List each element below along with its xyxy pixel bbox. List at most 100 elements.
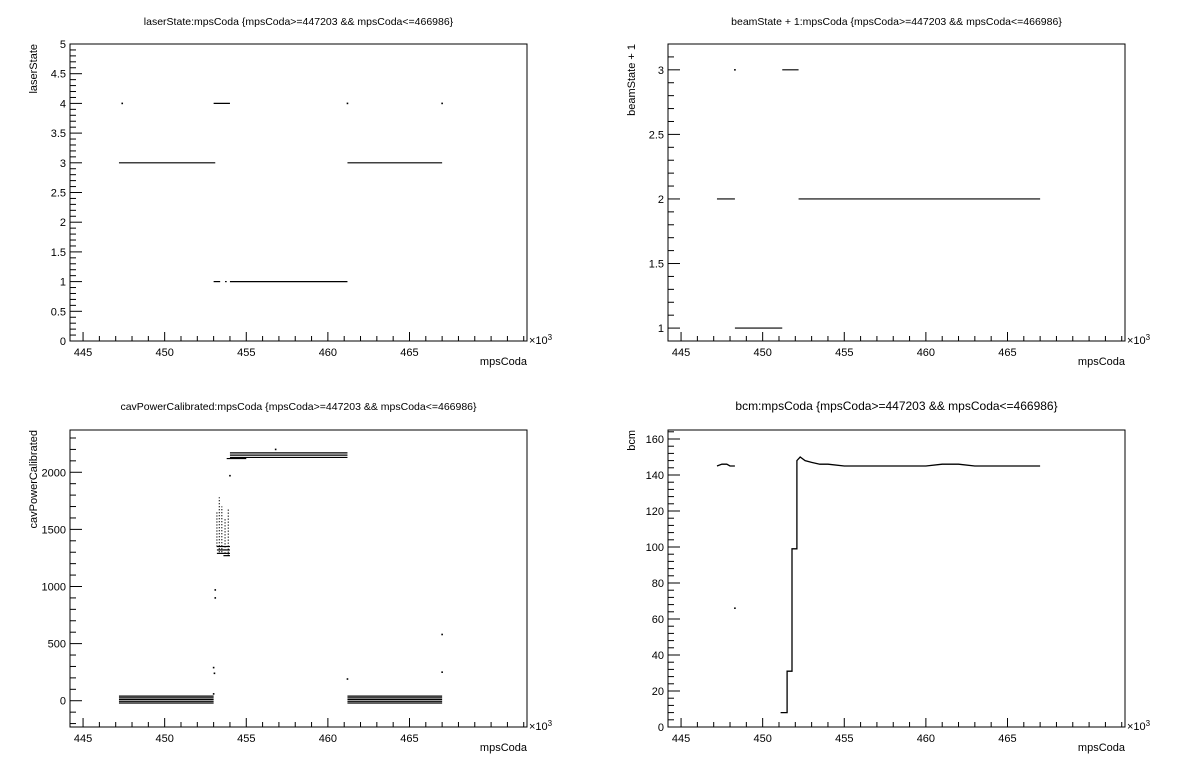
x-tick-label: 460 [319, 347, 337, 359]
x-tick-label: 450 [753, 733, 771, 745]
x-tick-label: 460 [917, 347, 935, 359]
chart-title: laserState:mpsCoda {mpsCoda>=447203 && m… [144, 16, 454, 28]
data-point [441, 102, 443, 105]
x-tick-label: 445 [672, 347, 690, 359]
y-tick-label: 1000 [42, 581, 66, 593]
plot-frame [667, 429, 1126, 728]
y-axis-label: bcm [626, 430, 638, 451]
x-exponent-label: ×103 [1127, 333, 1151, 347]
x-exponent-base: ×10 [529, 721, 548, 733]
y-tick-label: 500 [48, 639, 66, 651]
x-exponent-base: ×10 [529, 335, 548, 347]
y-tick-label: 1 [658, 323, 664, 335]
x-tick-label: 445 [74, 347, 92, 359]
data-series-line [716, 463, 735, 467]
x-tick-label: 465 [998, 347, 1016, 359]
y-tick-label: 120 [646, 506, 664, 518]
x-axis-label: mpsCoda [1078, 742, 1126, 754]
x-tick-label: 445 [672, 733, 690, 745]
x-axis-label: mpsCoda [1078, 356, 1126, 368]
chart-title: cavPowerCalibrated:mpsCoda {mpsCoda>=447… [120, 401, 477, 413]
data-point [212, 666, 215, 669]
y-tick-label: 2 [658, 194, 664, 206]
y-tick-label: 2000 [42, 467, 66, 479]
x-exponent-label: ×103 [1127, 719, 1151, 733]
chart-panel-2: beamState + 1:mpsCoda {mpsCoda>=447203 &… [626, 16, 1151, 368]
plot-frame [69, 43, 528, 342]
y-tick-label: 4 [60, 98, 66, 110]
x-axis-label: mpsCoda [480, 356, 528, 368]
data-point [121, 102, 124, 105]
data-point [213, 672, 216, 675]
x-axis-label: mpsCoda [480, 742, 528, 754]
chart-title: bcm:mpsCoda {mpsCoda>=447203 && mpsCoda<… [735, 399, 1057, 413]
x-tick-label: 465 [400, 733, 418, 745]
y-tick-label: 5 [60, 39, 66, 51]
chart-panel-4: bcm:mpsCoda {mpsCoda>=447203 && mpsCoda<… [626, 399, 1151, 754]
x-tick-label: 455 [835, 347, 853, 359]
y-tick-label: 0 [658, 722, 664, 734]
data-point [441, 633, 443, 636]
y-axis-label: laserState [28, 44, 40, 94]
y-tick-label: 0 [60, 696, 66, 708]
x-exponent-base: ×10 [1127, 335, 1146, 347]
y-tick-label: 4.5 [51, 69, 66, 81]
data-point [441, 671, 443, 673]
plot-frame [69, 429, 528, 728]
x-tick-label: 455 [237, 733, 255, 745]
y-tick-label: 80 [652, 578, 664, 590]
chart-title: beamState + 1:mpsCoda {mpsCoda>=447203 &… [731, 16, 1062, 28]
x-exponent-base: ×10 [1127, 721, 1146, 733]
data-point [212, 693, 215, 695]
y-tick-label: 0 [60, 336, 66, 348]
x-tick-label: 455 [835, 733, 853, 745]
x-exponent-power: 3 [1146, 333, 1151, 342]
y-tick-label: 3 [60, 158, 66, 170]
x-tick-label: 465 [998, 733, 1016, 745]
data-point [214, 589, 217, 591]
y-tick-label: 20 [652, 686, 664, 698]
data-point [346, 678, 349, 680]
y-tick-label: 2 [60, 217, 66, 229]
y-tick-label: 2.5 [51, 188, 66, 200]
y-axis-label: cavPowerCalibrated [28, 430, 40, 528]
x-tick-label: 465 [400, 347, 418, 359]
y-axis-label: beamState + 1 [626, 44, 638, 116]
x-exponent-power: 3 [548, 719, 553, 728]
y-tick-label: 40 [652, 650, 664, 662]
y-tick-label: 2.5 [649, 129, 664, 141]
y-tick-label: 160 [646, 434, 664, 446]
y-tick-label: 1500 [42, 524, 66, 536]
x-tick-label: 460 [319, 733, 337, 745]
x-tick-label: 450 [155, 347, 173, 359]
x-exponent-label: ×103 [529, 333, 553, 347]
y-tick-label: 1.5 [51, 247, 66, 259]
y-tick-label: 100 [646, 542, 664, 554]
y-tick-label: 60 [652, 614, 664, 626]
y-tick-label: 1.5 [649, 259, 664, 271]
x-exponent-power: 3 [1146, 719, 1151, 728]
chart-panel-3: cavPowerCalibrated:mpsCoda {mpsCoda>=447… [28, 401, 553, 754]
x-exponent-label: ×103 [529, 719, 553, 733]
chart-panel-1: laserState:mpsCoda {mpsCoda>=447203 && m… [28, 16, 553, 368]
plot-frame [667, 43, 1126, 342]
data-point [229, 474, 231, 477]
data-point [346, 102, 349, 105]
data-point [274, 448, 277, 451]
data-point [734, 69, 736, 71]
x-exponent-power: 3 [548, 333, 553, 342]
x-tick-label: 460 [917, 733, 935, 745]
x-tick-label: 455 [237, 347, 255, 359]
y-tick-label: 140 [646, 470, 664, 482]
data-point [214, 597, 217, 599]
x-tick-label: 450 [753, 347, 771, 359]
x-tick-label: 450 [155, 733, 173, 745]
y-tick-label: 0.5 [51, 306, 66, 318]
data-series-line [780, 456, 1041, 714]
y-tick-label: 3.5 [51, 128, 66, 140]
x-tick-label: 445 [74, 733, 92, 745]
y-tick-label: 3 [658, 65, 664, 77]
data-point [734, 607, 736, 609]
y-tick-label: 1 [60, 277, 66, 289]
